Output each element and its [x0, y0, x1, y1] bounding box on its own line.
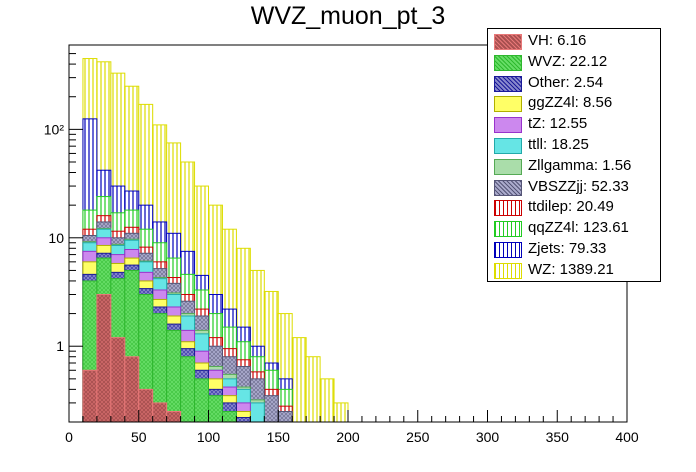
y-tick-label: 10² [44, 121, 65, 137]
legend-swatch [494, 200, 522, 217]
y-tick-label: 10 [48, 230, 64, 246]
x-tick-label: 150 [267, 429, 291, 445]
legend-swatch [494, 75, 522, 92]
bar-wz-17 [319, 378, 335, 423]
bar-wvz-9 [208, 395, 223, 423]
legend-item-vbszzjj: VBSZZjj: 52.33 [488, 177, 660, 197]
legend-label: Zjets: 79.33 [528, 240, 607, 257]
bar-vbszzjj-14 [277, 410, 293, 423]
bar-other-11 [235, 417, 251, 423]
legend-swatch [494, 179, 522, 196]
legend-label: Other: 2.54 [528, 73, 604, 91]
legend-item-wz: WZ: 1389.21 [488, 260, 660, 280]
x-tick-label: 100 [197, 429, 221, 445]
bar-vh-0 [82, 369, 98, 423]
legend-item-zjets: Zjets: 79.33 [488, 239, 660, 259]
bar-vh-4 [138, 388, 154, 423]
legend-swatch [494, 138, 522, 154]
x-tick-label: 200 [336, 429, 360, 445]
bar-wz-15 [291, 337, 307, 423]
legend-item-vh: VH: 6.16 [488, 31, 660, 51]
legend-label: VBSZZjj: 52.33 [528, 177, 629, 195]
legend-swatch [494, 158, 522, 175]
x-tick-label: 400 [615, 429, 639, 445]
chart-title: WVZ_muon_pt_3 [250, 2, 446, 30]
x-tick-label: 350 [546, 429, 570, 445]
bar-vh-3 [124, 356, 140, 423]
legend-swatch [494, 262, 522, 279]
legend-item-ggzz4l: ggZZ4l: 8.56 [488, 93, 660, 113]
bar-wvz-10 [221, 410, 237, 423]
bar-vh-1 [96, 293, 112, 423]
bar-vh-6 [166, 410, 182, 423]
legend-swatch [494, 54, 522, 71]
legend-item-zllgamma: Zllgamma: 1.56 [488, 156, 660, 176]
legend-item-ttdilep: ttdilep: 20.49 [488, 197, 660, 217]
legend-label: tZ: 12.55 [528, 115, 588, 133]
bar-vh-2 [110, 337, 126, 423]
legend-label: Zllgamma: 1.56 [528, 156, 632, 174]
legend-item-qqzz4l: qqZZ4l: 123.61 [488, 218, 660, 238]
legend-label: WZ: 1389.21 [528, 260, 614, 278]
legend-label: VH: 6.16 [528, 32, 587, 49]
bar-wz-18 [333, 402, 349, 423]
legend-swatch [494, 34, 522, 50]
legend-label: ttdilep: 20.49 [528, 198, 614, 216]
legend-item-ttll: ttll: 18.25 [488, 135, 660, 155]
y-tick-label: 1 [56, 338, 64, 354]
legend-label: WVZ: 22.12 [528, 52, 608, 70]
x-tick-label: 300 [476, 429, 500, 445]
bar-wz-16 [305, 356, 321, 423]
legend-item-other: Other: 2.54 [488, 73, 660, 93]
bar-vbszzjj-13 [263, 395, 279, 423]
x-tick-label: 50 [131, 429, 147, 445]
legend-item-wvz: WVZ: 22.12 [488, 52, 660, 72]
legend-item-tz: tZ: 12.55 [488, 114, 660, 134]
legend-swatch [494, 96, 522, 113]
legend-swatch [494, 242, 522, 258]
legend-swatch [494, 221, 522, 238]
x-tick-label: 0 [65, 429, 73, 445]
x-tick-label: 250 [406, 429, 430, 445]
bar-vh-5 [152, 402, 168, 423]
bar-ttll-12 [249, 402, 265, 423]
legend-swatch [494, 117, 522, 134]
bar-wvz-6 [166, 329, 182, 423]
legend-label: qqZZ4l: 123.61 [528, 219, 629, 237]
legend-label: ggZZ4l: 8.56 [528, 94, 613, 112]
bar-wvz-8 [194, 378, 210, 423]
legend-label: ttll: 18.25 [528, 136, 589, 153]
legend: VH: 6.16 WVZ: 22.12 Other: 2.54 ggZZ4l: 8.5… [487, 28, 661, 282]
bar-wvz-7 [180, 356, 196, 423]
